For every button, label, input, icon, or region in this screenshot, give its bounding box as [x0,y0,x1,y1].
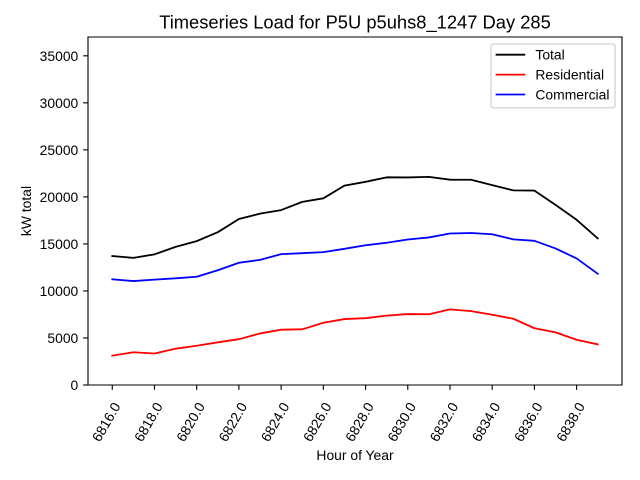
svg-text:Total: Total [535,47,564,63]
svg-text:0: 0 [71,377,79,393]
svg-text:25000: 25000 [40,142,79,158]
svg-text:15000: 15000 [40,236,79,252]
svg-text:5000: 5000 [47,330,78,346]
svg-text:30000: 30000 [40,95,79,111]
svg-text:10000: 10000 [40,283,79,299]
svg-text:Timeseries Load for P5U p5uhs8: Timeseries Load for P5U p5uhs8_1247 Day … [159,12,551,34]
svg-text:Residential: Residential [535,66,604,82]
svg-text:Commercial: Commercial [535,86,609,102]
svg-text:kW total: kW total [18,186,34,236]
svg-text:35000: 35000 [40,48,79,64]
svg-text:Hour of Year: Hour of Year [316,447,394,463]
svg-text:20000: 20000 [40,189,79,205]
